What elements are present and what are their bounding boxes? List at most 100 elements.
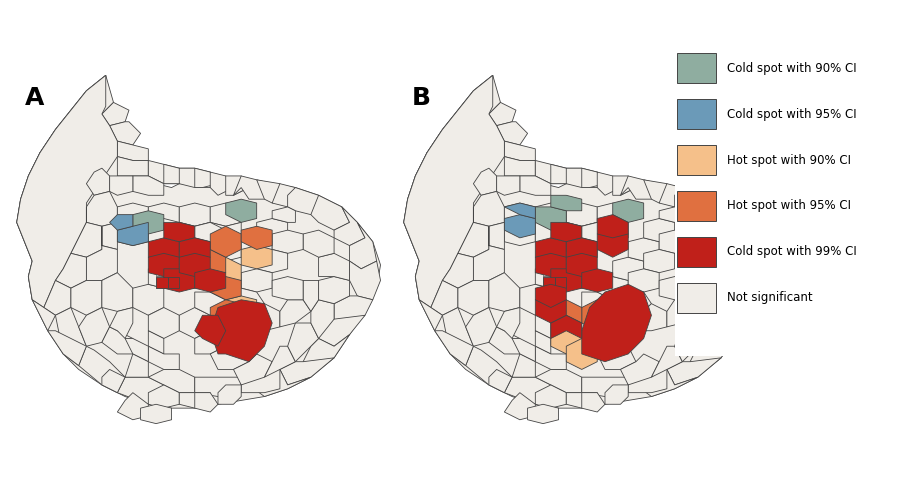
Polygon shape [163,264,169,270]
Polygon shape [504,203,536,226]
Polygon shape [86,191,117,226]
Polygon shape [194,292,226,315]
Polygon shape [32,300,56,331]
Polygon shape [536,269,566,288]
Polygon shape [620,288,652,315]
Polygon shape [272,277,303,300]
Polygon shape [184,257,191,263]
Polygon shape [551,315,581,354]
Polygon shape [48,331,86,366]
Polygon shape [156,257,163,263]
Polygon shape [473,226,504,281]
Polygon shape [564,276,571,282]
Polygon shape [566,238,598,261]
Polygon shape [198,270,204,276]
Polygon shape [416,277,443,308]
Polygon shape [148,269,179,288]
Polygon shape [543,251,550,257]
Polygon shape [148,331,164,354]
Polygon shape [241,269,272,292]
FancyBboxPatch shape [677,237,716,267]
Polygon shape [543,264,550,270]
Polygon shape [550,270,556,276]
Polygon shape [566,168,598,188]
Polygon shape [194,315,226,346]
Polygon shape [164,253,194,273]
Polygon shape [191,251,197,257]
Polygon shape [557,270,563,276]
Polygon shape [473,191,504,226]
Polygon shape [557,257,563,263]
Polygon shape [443,253,473,288]
Polygon shape [585,283,591,288]
Polygon shape [148,308,179,338]
Polygon shape [489,370,512,393]
Polygon shape [578,257,584,263]
Polygon shape [194,377,241,397]
Polygon shape [78,308,110,346]
Polygon shape [550,283,556,288]
Polygon shape [554,277,566,288]
Polygon shape [598,346,636,370]
Polygon shape [211,300,272,362]
Polygon shape [613,176,636,195]
Polygon shape [102,222,117,249]
Polygon shape [184,264,191,270]
Polygon shape [110,308,133,338]
Polygon shape [140,404,172,424]
Polygon shape [620,354,659,385]
Polygon shape [272,207,295,222]
Polygon shape [416,257,443,285]
Polygon shape [184,270,191,276]
Polygon shape [211,257,241,285]
Polygon shape [473,168,497,195]
Polygon shape [164,165,194,184]
Polygon shape [156,270,163,276]
Polygon shape [319,277,349,304]
Polygon shape [133,176,164,195]
Polygon shape [504,157,536,176]
Polygon shape [86,75,113,114]
Polygon shape [578,283,584,288]
Polygon shape [566,203,598,226]
Polygon shape [156,277,167,288]
Polygon shape [29,277,56,308]
Polygon shape [458,281,489,315]
Polygon shape [585,270,591,276]
Polygon shape [564,257,571,263]
Polygon shape [163,276,169,282]
Polygon shape [179,238,211,257]
Polygon shape [102,273,133,311]
Polygon shape [566,308,598,338]
Polygon shape [706,315,752,346]
Polygon shape [125,354,148,377]
Text: Hot spot with 90% CI: Hot spot with 90% CI [727,154,850,166]
Polygon shape [411,242,443,265]
Polygon shape [86,168,110,195]
Polygon shape [598,203,628,226]
Polygon shape [536,207,566,230]
Polygon shape [504,393,536,420]
Polygon shape [148,385,179,408]
Polygon shape [585,264,591,270]
Polygon shape [551,253,581,273]
Polygon shape [110,122,140,145]
Polygon shape [78,346,125,393]
Polygon shape [272,230,303,253]
Polygon shape [557,276,563,282]
Polygon shape [170,264,176,270]
Polygon shape [690,230,721,257]
Polygon shape [581,393,605,412]
Polygon shape [536,238,566,261]
Polygon shape [527,404,559,424]
Polygon shape [564,264,571,270]
Polygon shape [71,207,102,257]
Polygon shape [504,214,536,238]
Text: Not significant: Not significant [727,291,813,304]
Polygon shape [571,283,578,288]
Polygon shape [177,270,184,276]
Polygon shape [184,283,191,288]
Polygon shape [191,276,197,282]
FancyBboxPatch shape [677,99,716,129]
Polygon shape [404,199,435,230]
